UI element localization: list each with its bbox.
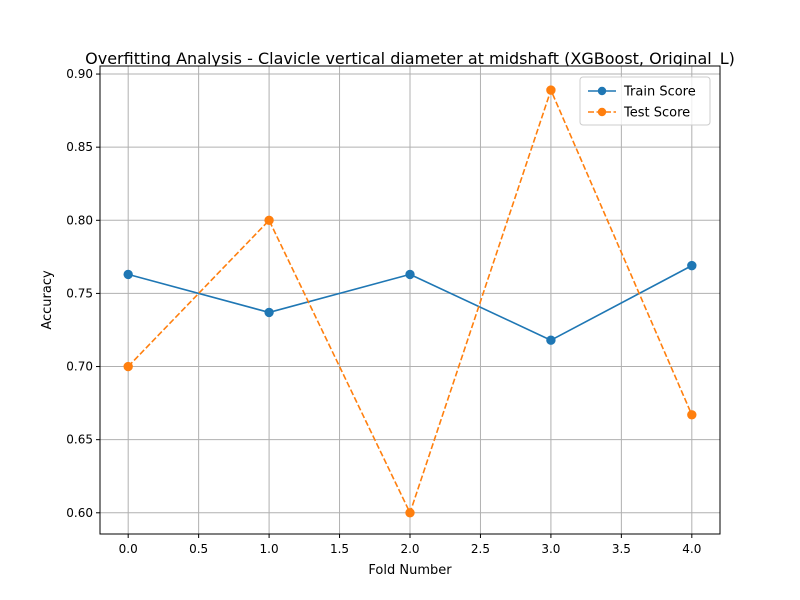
x-tick-label: 2.5 — [471, 542, 490, 556]
y-tick-label: 0.90 — [66, 67, 93, 81]
x-tick-label: 2.0 — [400, 542, 419, 556]
y-axis: 0.60 0.65 0.70 0.75 0.80 0.85 0.90 — [66, 67, 100, 520]
y-tick-label: 0.85 — [66, 140, 93, 154]
legend-label-train-score: Train Score — [623, 85, 696, 100]
legend-label-test-score: Test Score — [623, 106, 690, 121]
x-tick-label: 4.0 — [682, 542, 701, 556]
legend-marker-test-score — [597, 107, 607, 117]
y-tick-label: 0.60 — [66, 506, 93, 520]
x-axis-label: Fold Number — [368, 563, 452, 578]
x-tick-label: 1.0 — [260, 542, 279, 556]
legend-marker-train-score — [597, 86, 607, 96]
test-score-point — [405, 508, 415, 518]
y-axis-label: Accuracy — [40, 270, 55, 330]
x-tick-label: 1.5 — [330, 542, 349, 556]
train-score-point — [123, 269, 133, 280]
y-tick-label: 0.80 — [66, 213, 93, 227]
y-tick-label: 0.75 — [66, 286, 93, 300]
train-score-point — [264, 307, 274, 318]
train-score-point — [687, 260, 697, 271]
y-tick-label: 0.65 — [66, 433, 93, 447]
x-tick-label: 3.5 — [612, 542, 631, 556]
grid — [100, 66, 720, 534]
train-score-point — [405, 269, 415, 280]
series-layer — [123, 85, 697, 518]
y-tick-label: 0.70 — [66, 360, 93, 374]
legend: Train Score Test Score — [579, 76, 711, 126]
test-score-point — [123, 361, 133, 372]
x-axis: 0.0 0.5 1.0 1.5 2.0 2.5 3.0 3.5 4.0 — [119, 534, 701, 556]
test-score-point — [264, 215, 274, 225]
test-score-point — [687, 410, 697, 420]
test-score-point — [546, 85, 556, 95]
train-score-point — [546, 335, 556, 345]
chart-title: Overfitting Analysis - Clavicle vertical… — [85, 49, 735, 69]
legend-box — [579, 76, 711, 126]
x-tick-label: 0.0 — [119, 542, 138, 556]
x-tick-label: 0.5 — [189, 542, 208, 556]
x-tick-label: 3.0 — [541, 542, 560, 556]
